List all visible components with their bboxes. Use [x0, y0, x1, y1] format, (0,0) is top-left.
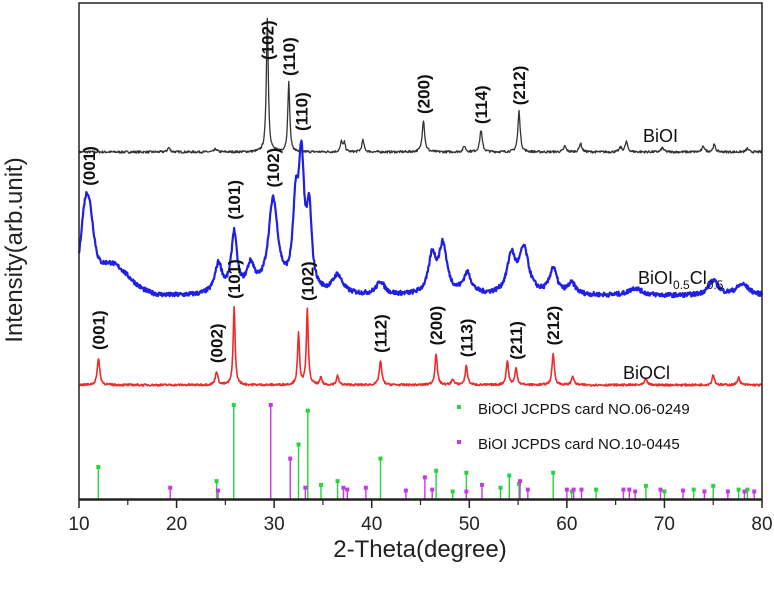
ref-stick-cap-biocl-22	[745, 487, 750, 492]
peak-label-biocl-7: (211)	[507, 321, 526, 360]
x-axis-title: 2-Theta(degree)	[333, 536, 506, 563]
x-tick-label-80: 80	[751, 514, 772, 535]
legend-marker-bioi	[457, 440, 461, 444]
series-label-bioi: BiOI	[643, 126, 678, 146]
peak-label-bioi0-5cl0-5-1: (101)	[225, 180, 244, 220]
series-label-bioi-cl: BiOI0.5Cl0.5	[638, 268, 724, 292]
ref-stick-cap-bioi-25	[742, 489, 747, 494]
ref-stick-cap-bioi-5	[341, 485, 346, 490]
ref-stick-cap-bioi-10	[430, 487, 435, 492]
ref-stick-cap-biocl-13	[517, 481, 522, 486]
ref-stick-cap-bioi-7	[363, 485, 368, 490]
x-tick-label-60: 60	[556, 514, 577, 535]
x-tick-label-40: 40	[361, 514, 382, 535]
ref-stick-cap-bioi-4	[303, 485, 308, 490]
series-line-bioi0-5cl0-5	[77, 139, 764, 299]
ref-stick-cap-biocl-7	[378, 456, 383, 461]
series-label-bioi-cl-part1: BiOI	[638, 268, 673, 288]
ref-stick-cap-bioi-15	[564, 487, 569, 492]
x-tick-label-50: 50	[459, 514, 480, 535]
ref-stick-cap-biocl-6	[335, 479, 340, 484]
ref-stick-cap-biocl-4	[305, 408, 310, 413]
x-tick-label-20: 20	[166, 514, 187, 535]
ref-stick-cap-bioi-14	[525, 487, 530, 492]
ref-stick-cap-biocl-3	[296, 442, 301, 447]
ref-stick-cap-biocl-10	[464, 470, 469, 475]
reference-stick-layer	[96, 403, 757, 499]
ref-stick-cap-bioi-0	[168, 485, 173, 490]
peak-label-biocl-4: (112)	[372, 314, 391, 353]
series-label-biocl: BiOCl	[623, 363, 670, 383]
peak-label-biocl-5: (200)	[427, 306, 446, 346]
ref-stick-cap-bioi-21	[658, 487, 663, 492]
pattern-layer	[77, 17, 764, 387]
ref-stick-cap-bioi-2	[268, 403, 273, 407]
peak-label-bioi-4: (212)	[510, 66, 529, 106]
peak-label-biocl-6: (113)	[457, 319, 476, 358]
x-tick-label-10: 10	[68, 514, 89, 535]
series-label-bioi-cl-part2: Cl	[690, 268, 707, 288]
peak-label-bioi-3: (114)	[472, 85, 491, 124]
x-tick-label-70: 70	[654, 514, 675, 535]
ref-stick-cap-bioi-1	[216, 488, 221, 493]
ref-stick-cap-bioi-9	[422, 475, 427, 480]
peak-label-biocl-3: (102)	[298, 261, 317, 301]
ref-stick-cap-bioi-11	[464, 489, 469, 494]
peak-label-biocl-0: (001)	[90, 310, 109, 350]
ref-stick-cap-bioi-22	[680, 488, 685, 493]
ref-stick-cap-biocl-21	[736, 487, 741, 492]
peak-label-biocl-1: (002)	[208, 323, 227, 363]
peak-label-layer: (102) (110)(200) (114) (212)(001)(101)(102)…	[80, 20, 563, 363]
ref-stick-cap-bioi-6	[345, 487, 350, 492]
peak-label-bioi-0: (102)	[258, 20, 277, 60]
ref-stick-cap-biocl-19	[691, 487, 696, 492]
ref-stick-cap-bioi-24	[725, 489, 730, 494]
ref-stick-cap-biocl-18	[662, 489, 667, 494]
ref-stick-cap-biocl-1	[214, 479, 219, 484]
ref-stick-cap-biocl-2	[231, 403, 236, 407]
peak-label-bioi-1: (110)	[280, 37, 299, 76]
series-label-bioi-cl-sub1: 0.5	[673, 278, 690, 292]
peak-label-bioi-2: (200)	[414, 74, 433, 114]
ref-stick-cap-bioi-13	[518, 479, 523, 484]
x-axis-ticks: 10 20 30 40 50 60 70 80	[68, 500, 773, 535]
peak-label-bioi0-5cl0-5-3: (110)	[293, 92, 312, 131]
x-tick-label-30: 30	[264, 514, 285, 535]
ref-stick-cap-bioi-26	[752, 489, 757, 494]
ref-stick-cap-bioi-16	[571, 487, 576, 492]
series-label-bioi-cl-sub2: 0.5	[707, 278, 724, 292]
ref-stick-cap-biocl-5	[318, 482, 323, 487]
ref-stick-cap-biocl-16	[594, 487, 599, 492]
peak-label-bioi0-5cl0-5-2: (102)	[264, 148, 283, 188]
ref-stick-cap-bioi-20	[633, 489, 638, 494]
ref-stick-cap-biocl-20	[711, 483, 716, 488]
ref-stick-cap-bioi-17	[579, 487, 584, 492]
peak-label-bioi0-5cl0-5-0: (001)	[80, 146, 99, 186]
ref-stick-cap-biocl-12	[507, 473, 512, 478]
peak-label-biocl-2: (101)	[225, 259, 244, 299]
ref-stick-cap-bioi-8	[403, 488, 408, 493]
legend-text-biocl: BiOCl JCPDS card NO.06-0249	[478, 401, 690, 418]
series-line-bioi	[78, 17, 763, 154]
ref-stick-cap-bioi-18	[621, 487, 626, 492]
ref-stick-cap-biocl-11	[498, 485, 503, 490]
ref-stick-cap-bioi-12	[479, 482, 484, 487]
legend-text-bioi: BiOI JCPDS card NO.10-0445	[478, 436, 680, 453]
ref-stick-cap-bioi-19	[627, 487, 632, 492]
y-axis-title: Intensity(arb.unit)	[1, 157, 28, 342]
ref-stick-cap-biocl-14	[551, 470, 556, 475]
legend-marker-biocl	[457, 405, 461, 409]
ref-stick-cap-bioi-23	[702, 489, 707, 494]
ref-stick-cap-biocl-17	[643, 483, 648, 488]
peak-label-biocl-8: (212)	[544, 306, 563, 346]
ref-stick-cap-biocl-9	[450, 489, 455, 494]
series-line-biocl	[78, 305, 763, 387]
ref-stick-cap-biocl-8	[434, 468, 439, 473]
ref-stick-cap-biocl-0	[96, 465, 101, 470]
ref-stick-cap-bioi-3	[288, 456, 293, 461]
